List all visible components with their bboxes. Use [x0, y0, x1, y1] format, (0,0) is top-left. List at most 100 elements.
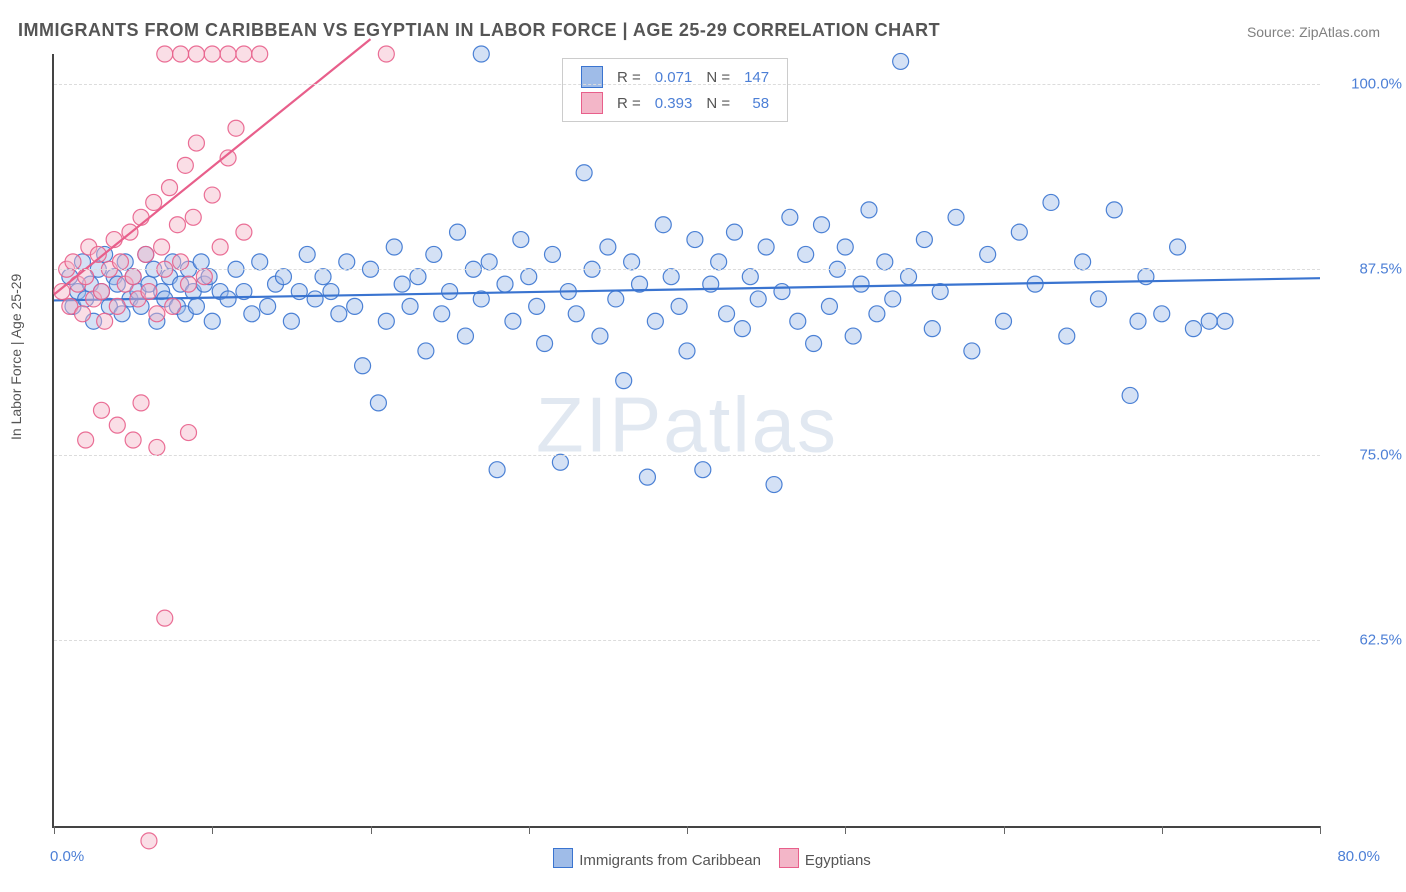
data-point-caribbean	[457, 328, 473, 344]
stat-label: N =	[700, 91, 736, 115]
data-point-caribbean	[402, 298, 418, 314]
data-point-caribbean	[964, 343, 980, 359]
source-attribution: Source: ZipAtlas.com	[1247, 24, 1380, 40]
gridline-h	[54, 269, 1320, 270]
x-tick	[529, 826, 530, 834]
data-point-caribbean	[505, 313, 521, 329]
data-point-caribbean	[481, 254, 497, 270]
data-point-caribbean	[1011, 224, 1027, 240]
data-point-caribbean	[497, 276, 513, 292]
data-point-caribbean	[450, 224, 466, 240]
plot-area: ZIPatlas R =0.071N =147R =0.393N =58 62.…	[52, 54, 1320, 828]
data-point-caribbean	[188, 298, 204, 314]
data-point-caribbean	[370, 395, 386, 411]
data-point-egyptian	[236, 46, 252, 62]
data-point-egyptian	[185, 209, 201, 225]
data-point-caribbean	[647, 313, 663, 329]
data-point-egyptian	[149, 306, 165, 322]
data-point-caribbean	[592, 328, 608, 344]
data-point-caribbean	[893, 53, 909, 69]
trend-line-egyptian	[54, 39, 371, 294]
data-point-egyptian	[74, 306, 90, 322]
data-point-caribbean	[734, 321, 750, 337]
data-point-caribbean	[980, 246, 996, 262]
data-point-caribbean	[275, 269, 291, 285]
data-point-egyptian	[133, 395, 149, 411]
data-point-caribbean	[489, 462, 505, 478]
data-point-caribbean	[1122, 387, 1138, 403]
data-point-caribbean	[1154, 306, 1170, 322]
data-point-caribbean	[544, 246, 560, 262]
data-point-caribbean	[1201, 313, 1217, 329]
data-point-caribbean	[861, 202, 877, 218]
data-point-caribbean	[814, 217, 830, 233]
data-point-caribbean	[750, 291, 766, 307]
data-point-caribbean	[663, 269, 679, 285]
data-point-egyptian	[220, 46, 236, 62]
stats-legend-table: R =0.071N =147R =0.393N =58	[573, 63, 777, 117]
gridline-h	[54, 640, 1320, 641]
stat-value-n: 147	[738, 65, 775, 89]
data-point-egyptian	[212, 239, 228, 255]
legend-swatch	[779, 848, 799, 868]
data-point-caribbean	[1075, 254, 1091, 270]
data-point-egyptian	[138, 246, 154, 262]
y-tick-label: 87.5%	[1332, 261, 1402, 278]
data-point-caribbean	[355, 358, 371, 374]
data-point-caribbean	[901, 269, 917, 285]
data-point-caribbean	[1090, 291, 1106, 307]
data-point-caribbean	[616, 373, 632, 389]
data-point-caribbean	[798, 246, 814, 262]
data-point-caribbean	[671, 298, 687, 314]
data-point-egyptian	[236, 224, 252, 240]
data-point-egyptian	[93, 284, 109, 300]
data-point-egyptian	[204, 46, 220, 62]
data-point-caribbean	[568, 306, 584, 322]
data-point-egyptian	[165, 298, 181, 314]
data-point-caribbean	[845, 328, 861, 344]
data-point-caribbean	[434, 306, 450, 322]
data-point-caribbean	[193, 254, 209, 270]
data-point-egyptian	[173, 46, 189, 62]
data-point-caribbean	[347, 298, 363, 314]
stat-value-n: 58	[738, 91, 775, 115]
stat-value-r: 0.071	[649, 65, 699, 89]
data-point-caribbean	[331, 306, 347, 322]
data-point-egyptian	[188, 46, 204, 62]
data-point-egyptian	[188, 135, 204, 151]
gridline-h	[54, 84, 1320, 85]
data-point-egyptian	[109, 417, 125, 433]
data-point-caribbean	[790, 313, 806, 329]
data-point-caribbean	[600, 239, 616, 255]
data-point-caribbean	[711, 254, 727, 270]
data-point-egyptian	[252, 46, 268, 62]
y-tick-label: 100.0%	[1332, 75, 1402, 92]
data-point-egyptian	[181, 425, 197, 441]
data-point-caribbean	[418, 343, 434, 359]
data-point-caribbean	[537, 336, 553, 352]
data-point-egyptian	[181, 276, 197, 292]
legend-swatch	[553, 848, 573, 868]
stats-legend-box: R =0.071N =147R =0.393N =58	[562, 58, 788, 122]
data-point-egyptian	[141, 284, 157, 300]
data-point-caribbean	[1185, 321, 1201, 337]
data-point-egyptian	[154, 239, 170, 255]
stat-label: R =	[611, 91, 647, 115]
data-point-caribbean	[782, 209, 798, 225]
data-point-caribbean	[260, 298, 276, 314]
data-point-caribbean	[323, 284, 339, 300]
data-point-caribbean	[1043, 194, 1059, 210]
data-point-caribbean	[608, 291, 624, 307]
y-tick-label: 75.0%	[1332, 446, 1402, 463]
data-point-caribbean	[687, 232, 703, 248]
data-point-egyptian	[125, 432, 141, 448]
plot-svg	[54, 54, 1320, 826]
data-point-egyptian	[97, 313, 113, 329]
legend-label: Immigrants from Caribbean	[579, 852, 761, 869]
data-point-caribbean	[1217, 313, 1233, 329]
x-tick	[1162, 826, 1163, 834]
x-tick	[1004, 826, 1005, 834]
gridline-h	[54, 455, 1320, 456]
data-point-caribbean	[726, 224, 742, 240]
series-legend: Immigrants from CaribbeanEgyptians	[0, 848, 1406, 869]
